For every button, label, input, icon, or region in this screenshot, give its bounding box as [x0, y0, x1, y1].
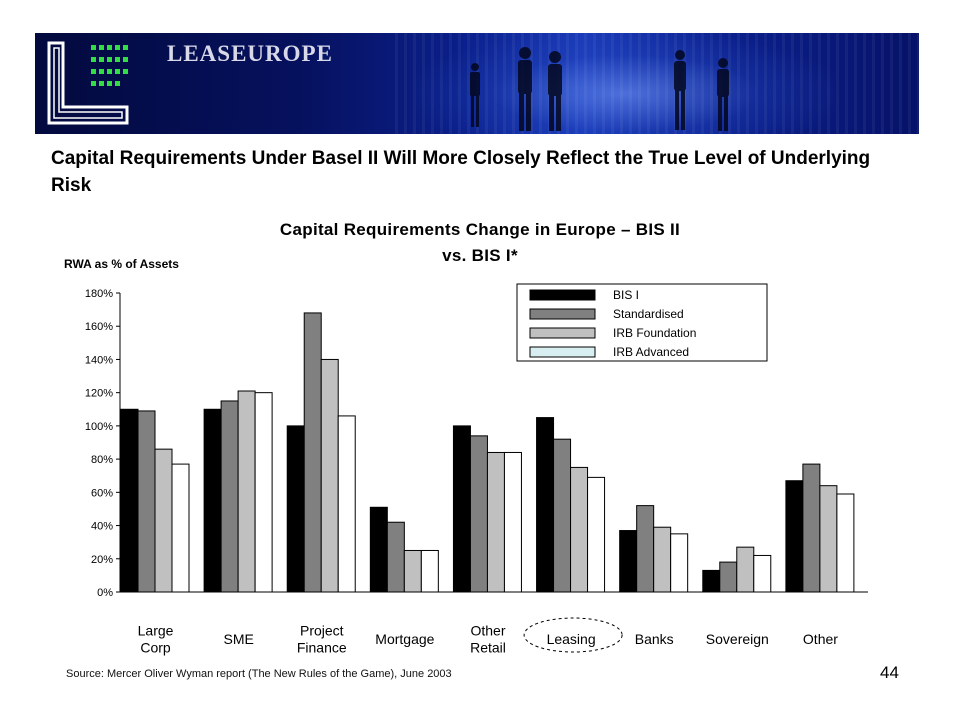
legend-label: IRB Advanced — [613, 345, 689, 359]
bar-irb-foundation — [570, 466, 589, 593]
y-tick-label: 40% — [91, 521, 113, 533]
brand-name: LEASEUROPE — [167, 41, 333, 66]
legend-swatch — [529, 289, 596, 301]
bar-standardised — [636, 505, 655, 593]
x-tick-label: Corp — [140, 640, 171, 656]
x-tick-label: Project — [300, 623, 344, 639]
highlight-ellipse — [523, 617, 623, 653]
bar-bis-i — [619, 530, 638, 593]
header-banner: LEASEUROPE — [35, 33, 919, 134]
bar-bis-i — [702, 569, 721, 593]
bar-irb-advanced — [420, 549, 439, 593]
x-tick-label: Leasing — [547, 631, 596, 647]
x-tick-label: Sovereign — [706, 631, 769, 647]
chart-title: Capital Requirements Change in Europe – … — [279, 220, 681, 265]
bar-bis-i — [785, 480, 804, 593]
y-tick-label: 140% — [85, 354, 113, 366]
x-tick-label: Mortgage — [375, 631, 434, 647]
business-people-silhouettes — [470, 47, 729, 131]
y-tick-label: 80% — [91, 454, 113, 466]
bar-bis-i — [286, 425, 305, 593]
bar-bis-i — [120, 408, 139, 593]
bar-irb-foundation — [403, 549, 422, 593]
bar-irb-advanced — [503, 451, 522, 593]
legend-label: BIS I — [613, 288, 639, 302]
bar-standardised — [719, 561, 738, 593]
bar-irb-advanced — [836, 493, 855, 593]
bar-irb-foundation — [154, 448, 173, 593]
legend-label: Standardised — [613, 307, 684, 321]
y-tick-label: 120% — [85, 388, 113, 400]
bar-irb-advanced — [171, 463, 190, 593]
bar-irb-advanced — [587, 476, 606, 593]
page-title: Capital Requirements Under Basel II Will… — [51, 148, 871, 196]
legend-swatch — [529, 346, 596, 358]
y-tick-label: 160% — [85, 321, 113, 333]
x-tick-label: Finance — [297, 640, 347, 656]
source-note: Source: Mercer Oliver Wyman report (The … — [66, 668, 452, 680]
y-tick-label: 100% — [85, 421, 113, 433]
leaseurope-logo-icon — [47, 41, 129, 125]
page-number: 44 — [880, 663, 899, 682]
bar-bis-i — [203, 408, 222, 593]
y-tick-label: 0% — [97, 587, 113, 599]
bar-irb-foundation — [736, 546, 755, 593]
bar-standardised — [386, 521, 405, 593]
bar-irb-foundation — [653, 526, 672, 593]
x-tick-label: Banks — [635, 631, 674, 647]
bar-standardised — [553, 438, 572, 593]
bar-standardised — [303, 312, 322, 593]
bar-bis-i — [536, 417, 555, 593]
bar-standardised — [220, 400, 239, 593]
y-tick-label: 60% — [91, 487, 113, 499]
bar-irb-foundation — [486, 451, 505, 593]
x-tick-label: Retail — [470, 640, 506, 656]
bar-irb-advanced — [337, 415, 356, 593]
bar-standardised — [469, 435, 488, 593]
x-tick-label: Other — [470, 623, 505, 639]
x-tick-label: Large — [138, 623, 174, 639]
legend-label: IRB Foundation — [613, 326, 696, 340]
y-axis-label: RWA as % of Assets — [64, 257, 179, 271]
y-tick-label: 180% — [85, 288, 113, 300]
bar-standardised — [802, 463, 821, 593]
bar-irb-advanced — [670, 533, 689, 593]
bar-standardised — [137, 410, 156, 593]
bar-bis-i — [369, 506, 388, 593]
x-tick-label: SME — [223, 631, 253, 647]
y-tick-label: 20% — [91, 554, 113, 566]
bar-irb-foundation — [819, 485, 838, 593]
bar-irb-advanced — [254, 392, 273, 593]
legend-swatch — [529, 308, 596, 320]
bar-irb-advanced — [753, 554, 772, 593]
x-tick-label: Other — [803, 631, 838, 647]
legend-swatch — [529, 327, 596, 339]
bar-bis-i — [452, 425, 471, 593]
bar-irb-foundation — [320, 358, 339, 593]
bar-irb-foundation — [237, 390, 256, 593]
